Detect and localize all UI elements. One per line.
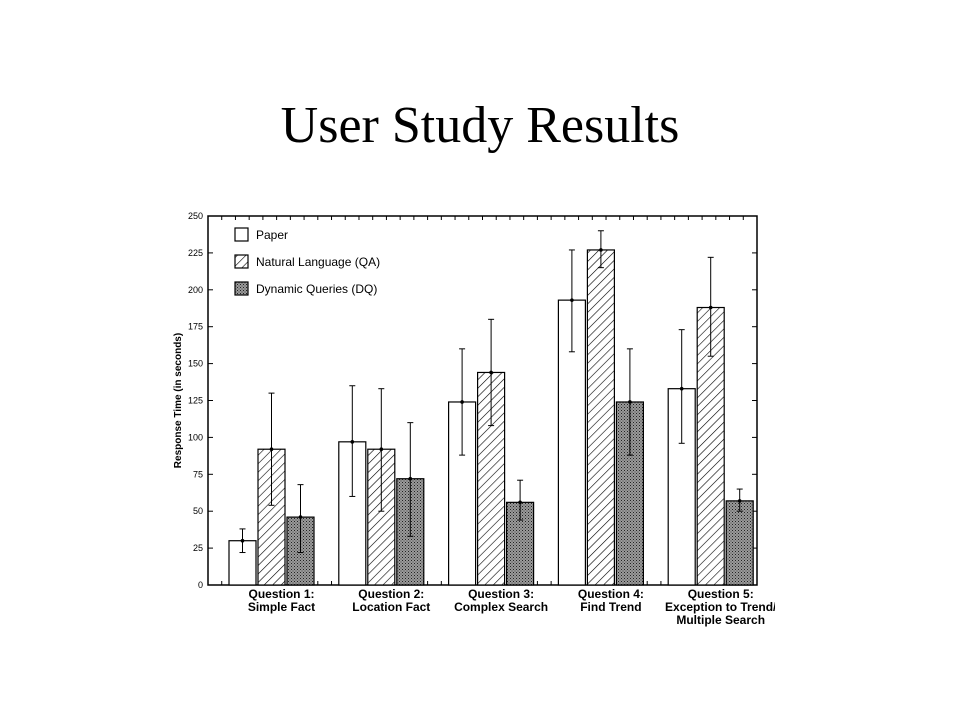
- mean-marker: [628, 400, 632, 404]
- y-tick-label: 0: [198, 580, 203, 590]
- bar-hatch-q4: [586, 249, 615, 586]
- mean-marker: [737, 499, 742, 503]
- legend-swatch-hatch: [234, 254, 249, 269]
- mean-marker: [408, 476, 413, 481]
- y-tick-label: 250: [188, 211, 203, 221]
- x-category-label: Complex Search: [454, 600, 548, 614]
- mean-marker: [240, 538, 245, 543]
- x-category-label: Location Fact: [352, 600, 430, 614]
- mean-marker: [489, 370, 493, 375]
- x-category-label: Question 4:: [578, 587, 644, 601]
- y-axis-label: Response Time (in seconds): [173, 333, 184, 468]
- chart: 0 25 50 75 100 125 150 175 200 225 250 Response Tim…: [173, 211, 775, 627]
- y-tick-label: 150: [188, 359, 203, 369]
- x-category-label: Question 5:: [688, 587, 754, 601]
- mean-marker: [599, 248, 603, 252]
- bar-dots-q4: [615, 401, 644, 586]
- mean-marker: [518, 500, 522, 505]
- y-tick-label: 200: [188, 285, 203, 295]
- mean-marker: [298, 515, 303, 519]
- x-category-label: Question 1:: [248, 587, 314, 601]
- y-tick-label: 175: [188, 322, 203, 332]
- x-category-label: Multiple Search: [676, 613, 765, 627]
- mean-marker: [708, 305, 713, 310]
- legend-label: Paper: [256, 228, 288, 242]
- bar-dots-q5: [725, 500, 754, 586]
- y-tick-label: 125: [188, 396, 203, 406]
- slide-title: User Study Results: [280, 97, 680, 154]
- y-tick-label: 50: [193, 506, 203, 516]
- legend-swatch-dots: [234, 281, 249, 296]
- legend-label: Natural Language (QA): [256, 255, 380, 269]
- mean-marker: [460, 400, 464, 404]
- bar-hatch-q3: [477, 371, 506, 586]
- legend-swatch-white: [234, 227, 249, 242]
- y-tick-label: 100: [188, 432, 203, 442]
- x-category-label: Simple Fact: [248, 600, 315, 614]
- y-tick-label: 225: [188, 248, 203, 258]
- mean-marker: [350, 440, 355, 444]
- y-tick-label: 75: [193, 469, 203, 479]
- x-category-label: Question 3:: [468, 587, 534, 601]
- x-category-label: Question 2:: [358, 587, 424, 601]
- mean-marker: [570, 298, 574, 302]
- y-tick-label: 25: [193, 543, 203, 553]
- mean-marker: [269, 447, 274, 452]
- x-category-label: Find Trend: [580, 600, 641, 614]
- legend-label: Dynamic Queries (DQ): [256, 282, 377, 296]
- mean-marker: [379, 447, 384, 452]
- x-category-label: Exception to Trend/: [665, 600, 775, 614]
- mean-marker: [679, 386, 684, 391]
